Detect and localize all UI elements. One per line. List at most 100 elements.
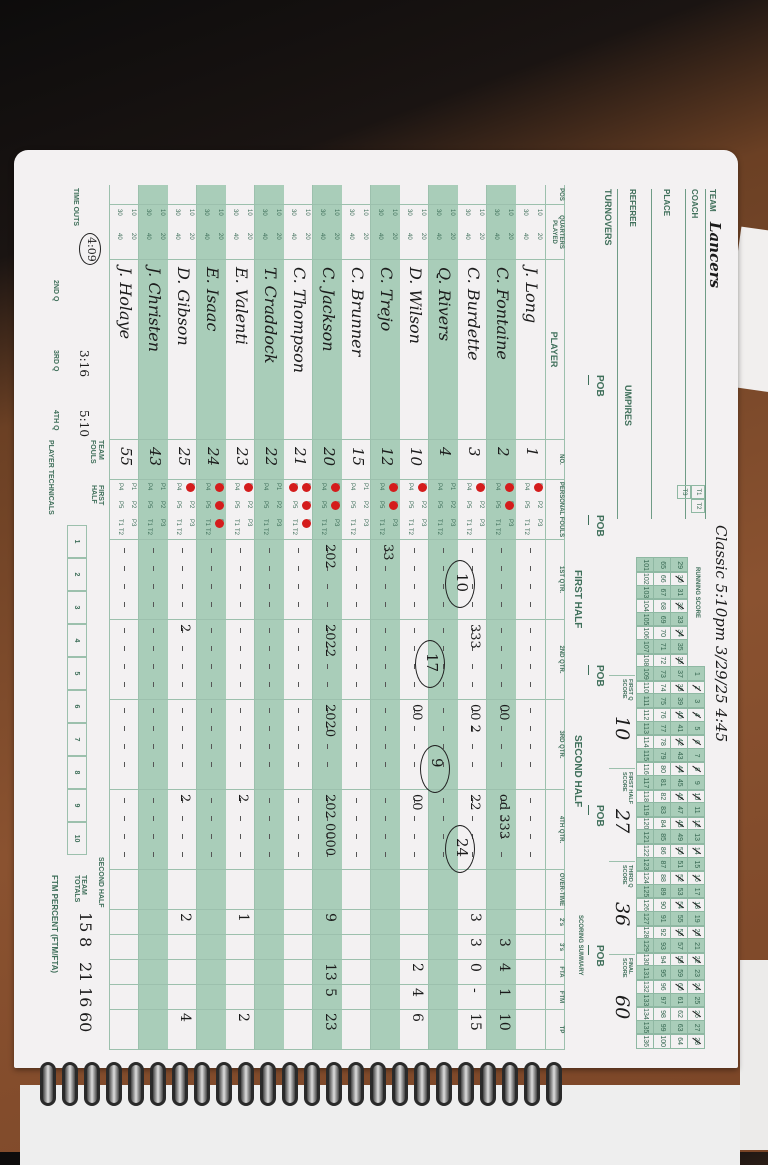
foul-box[interactable]: P5 bbox=[175, 501, 181, 509]
player-name[interactable]: J. Long bbox=[522, 267, 541, 324]
player-name[interactable]: J. Christen bbox=[145, 267, 164, 353]
team-foul-box[interactable]: 9 bbox=[67, 789, 87, 822]
foul-box[interactable]: T1 bbox=[291, 519, 297, 527]
quarter-played-mark[interactable]: 10 bbox=[159, 209, 165, 216]
quarter-played-mark[interactable]: 10 bbox=[217, 209, 223, 216]
foul-box[interactable]: T1 bbox=[204, 519, 210, 527]
quarter-played-mark[interactable]: 30 bbox=[464, 209, 470, 216]
player-name[interactable]: Q. Rivers bbox=[435, 267, 454, 342]
quarter-played-mark[interactable]: 30 bbox=[522, 209, 528, 216]
running-score-cell[interactable]: 100 bbox=[653, 1033, 671, 1049]
quarter-played-mark[interactable]: 20 bbox=[449, 233, 455, 240]
quarter-played-mark[interactable]: 30 bbox=[232, 209, 238, 216]
foul-box[interactable]: T1 bbox=[523, 519, 529, 527]
player-name[interactable]: E. Valenti bbox=[232, 267, 251, 345]
foul-box[interactable]: P4 bbox=[320, 483, 326, 491]
quarter-played-mark[interactable]: 10 bbox=[275, 209, 281, 216]
player-name[interactable]: C. Thompson bbox=[290, 267, 309, 374]
team-foul-box[interactable]: 7 bbox=[67, 723, 87, 756]
foul-box[interactable]: T2 bbox=[262, 528, 268, 536]
quarter-played-mark[interactable]: 40 bbox=[406, 233, 412, 240]
team-foul-box[interactable]: 10 bbox=[67, 822, 87, 855]
foul-box[interactable]: P3 bbox=[507, 519, 513, 527]
foul-box[interactable]: T2 bbox=[146, 528, 152, 536]
foul-box[interactable]: P2 bbox=[188, 501, 194, 509]
team-foul-box[interactable]: 6 bbox=[67, 690, 87, 723]
foul-box[interactable]: T2 bbox=[436, 528, 442, 536]
foul-box[interactable]: P1 bbox=[159, 483, 165, 491]
quarter-played-mark[interactable]: 40 bbox=[203, 233, 209, 240]
quarter-played-mark[interactable]: 30 bbox=[348, 209, 354, 216]
quarter-played-mark[interactable]: 30 bbox=[493, 209, 499, 216]
foul-box[interactable]: P5 bbox=[320, 501, 326, 509]
player-name[interactable]: C. Fontaine bbox=[493, 267, 512, 360]
quarter-played-mark[interactable]: 30 bbox=[261, 209, 267, 216]
quarter-played-mark[interactable]: 10 bbox=[246, 209, 252, 216]
quarter-played-mark[interactable]: 20 bbox=[391, 233, 397, 240]
foul-box[interactable]: P4 bbox=[378, 483, 384, 491]
foul-box[interactable]: P2 bbox=[420, 501, 426, 509]
foul-box[interactable]: T2 bbox=[465, 528, 471, 536]
foul-box[interactable]: T1 bbox=[117, 519, 123, 527]
quarter-played-mark[interactable]: 20 bbox=[246, 233, 252, 240]
player-name[interactable]: C. Trejo bbox=[377, 267, 396, 332]
foul-box[interactable]: P5 bbox=[494, 501, 500, 509]
player-name[interactable]: D. Wilson bbox=[406, 267, 425, 344]
running-score-cell[interactable]: 136 bbox=[636, 1033, 654, 1049]
quarter-played-mark[interactable]: 30 bbox=[377, 209, 383, 216]
quarter-played-mark[interactable]: 10 bbox=[333, 209, 339, 216]
quarter-played-mark[interactable]: 30 bbox=[145, 209, 151, 216]
quarter-played-mark[interactable]: 20 bbox=[362, 233, 368, 240]
player-name[interactable]: C. Jackson bbox=[319, 267, 338, 352]
foul-box[interactable]: P4 bbox=[494, 483, 500, 491]
quarter-played-mark[interactable]: 30 bbox=[174, 209, 180, 216]
quarter-played-mark[interactable]: 10 bbox=[449, 209, 455, 216]
foul-box[interactable]: P2 bbox=[246, 501, 252, 509]
foul-box[interactable]: T2 bbox=[349, 528, 355, 536]
foul-box[interactable]: T1 bbox=[436, 519, 442, 527]
player-name[interactable]: E. Isaac bbox=[203, 267, 222, 332]
foul-box[interactable]: P2 bbox=[478, 501, 484, 509]
foul-box[interactable]: P4 bbox=[407, 483, 413, 491]
foul-box[interactable]: P4 bbox=[175, 483, 181, 491]
foul-box[interactable]: P3 bbox=[536, 519, 542, 527]
foul-box[interactable]: P5 bbox=[523, 501, 529, 509]
quarter-played-mark[interactable]: 40 bbox=[174, 233, 180, 240]
foul-box[interactable]: P4 bbox=[523, 483, 529, 491]
foul-box[interactable]: P3 bbox=[130, 519, 136, 527]
player-name[interactable]: C. Burdette bbox=[464, 267, 483, 361]
quarter-played-mark[interactable]: 40 bbox=[493, 233, 499, 240]
foul-box[interactable]: T1 bbox=[146, 519, 152, 527]
foul-box[interactable]: P1 bbox=[130, 483, 136, 491]
foul-box[interactable]: T1 bbox=[233, 519, 239, 527]
foul-box[interactable]: P4 bbox=[436, 483, 442, 491]
quarter-played-mark[interactable]: 10 bbox=[478, 209, 484, 216]
foul-box[interactable]: T1 bbox=[175, 519, 181, 527]
quarter-played-mark[interactable]: 30 bbox=[290, 209, 296, 216]
foul-box[interactable]: T1 bbox=[320, 519, 326, 527]
quarter-played-mark[interactable]: 20 bbox=[333, 233, 339, 240]
quarter-played-mark[interactable]: 30 bbox=[203, 209, 209, 216]
player-name[interactable]: C. Brunner bbox=[348, 267, 367, 357]
team-foul-box[interactable]: 5 bbox=[67, 657, 87, 690]
foul-box[interactable]: P1 bbox=[275, 483, 281, 491]
foul-box[interactable]: P5 bbox=[233, 501, 239, 509]
foul-box[interactable]: T1 bbox=[262, 519, 268, 527]
quarter-played-mark[interactable]: 10 bbox=[536, 209, 542, 216]
quarter-played-mark[interactable]: 40 bbox=[319, 233, 325, 240]
quarter-played-mark[interactable]: 20 bbox=[217, 233, 223, 240]
quarter-played-mark[interactable]: 40 bbox=[522, 233, 528, 240]
foul-box[interactable]: P5 bbox=[465, 501, 471, 509]
foul-box[interactable]: P3 bbox=[188, 519, 194, 527]
foul-box[interactable]: P4 bbox=[117, 483, 123, 491]
quarter-played-mark[interactable]: 40 bbox=[116, 233, 122, 240]
foul-box[interactable]: P3 bbox=[333, 519, 339, 527]
quarter-played-mark[interactable]: 10 bbox=[188, 209, 194, 216]
foul-box[interactable]: T1 bbox=[494, 519, 500, 527]
foul-box[interactable]: P5 bbox=[204, 501, 210, 509]
foul-box[interactable]: P3 bbox=[449, 519, 455, 527]
team-foul-box[interactable]: 3 bbox=[67, 591, 87, 624]
foul-box[interactable]: P4 bbox=[465, 483, 471, 491]
quarter-played-mark[interactable]: 40 bbox=[290, 233, 296, 240]
foul-box[interactable]: P3 bbox=[391, 519, 397, 527]
